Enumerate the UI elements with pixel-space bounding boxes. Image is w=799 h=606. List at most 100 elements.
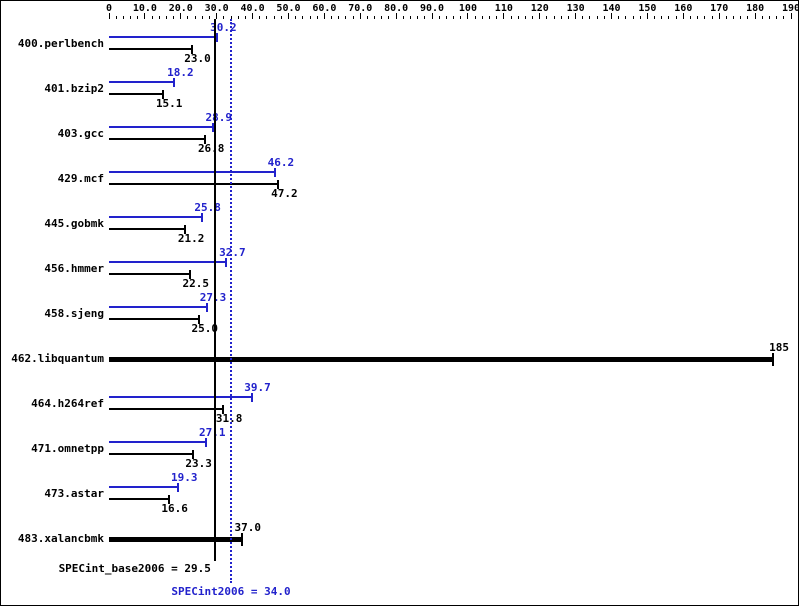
axis-major-tick <box>503 13 505 19</box>
peak-bar <box>109 126 213 128</box>
base-bar <box>109 408 224 410</box>
axis-tick-label: 80.0 <box>384 3 409 14</box>
axis-major-tick <box>252 13 254 19</box>
axis-minor-tick <box>668 16 670 19</box>
base-bar <box>109 48 192 50</box>
axis-major-tick <box>682 13 684 19</box>
axis-minor-tick <box>201 16 203 19</box>
base-value-label: 21.2 <box>177 232 205 245</box>
axis-tick-label: 170 <box>710 3 729 14</box>
axis-minor-tick <box>295 16 297 19</box>
axis-major-tick <box>646 13 648 19</box>
axis-minor-tick <box>560 16 562 19</box>
base-bar <box>109 138 206 140</box>
base-bar-endcap <box>162 89 165 99</box>
axis-tick-label: 10.0 <box>132 3 157 14</box>
axis-minor-tick <box>567 16 569 19</box>
axis-minor-tick <box>194 16 196 19</box>
axis-minor-tick <box>187 16 189 19</box>
axis-minor-tick <box>130 16 132 19</box>
benchmark-label: 473.astar <box>44 487 104 500</box>
peak-bar-endcap <box>216 32 219 42</box>
peak-value-label: 19.3 <box>171 471 198 484</box>
axis-minor-tick <box>603 16 605 19</box>
peak-bar <box>109 486 179 488</box>
base-mean-label: SPECint_base2006 = 29.5 <box>58 562 211 575</box>
axis-minor-tick <box>725 16 727 19</box>
combined-bar-endcap <box>240 533 243 546</box>
peak-value-label: 18.2 <box>167 66 194 79</box>
base-bar-endcap <box>190 44 193 54</box>
axis-minor-tick <box>625 16 627 19</box>
peak-value-label: 32.7 <box>219 246 246 259</box>
axis-minor-tick <box>639 16 641 19</box>
peak-bar <box>109 36 218 38</box>
benchmark-label: 401.bzip2 <box>44 82 104 95</box>
base-bar <box>109 228 186 230</box>
peak-bar <box>109 216 202 218</box>
peak-bar-endcap <box>250 392 253 402</box>
axis-minor-tick <box>316 16 318 19</box>
peak-bar <box>109 396 252 398</box>
peak-bar-endcap <box>177 482 180 492</box>
benchmark-label: 429.mcf <box>57 172 104 185</box>
axis-tick-label: 70.0 <box>348 3 373 14</box>
axis-major-tick <box>108 13 110 19</box>
axis-minor-tick <box>259 16 261 19</box>
axis-tick-label: 0 <box>105 3 113 14</box>
axis-minor-tick <box>776 16 778 19</box>
base-value-label: 47.2 <box>271 187 298 200</box>
base-bar <box>109 498 169 500</box>
axis-minor-tick <box>532 16 534 19</box>
axis-major-tick <box>395 13 397 19</box>
benchmark-label: 456.hmmer <box>44 262 104 275</box>
peak-value-label: 39.7 <box>244 381 271 394</box>
axis-major-tick <box>718 13 720 19</box>
axis-minor-tick <box>309 16 311 19</box>
axis-minor-tick <box>632 16 634 19</box>
axis-minor-tick <box>122 16 124 19</box>
base-bar-endcap <box>191 449 194 459</box>
axis-major-tick <box>216 13 218 19</box>
peak-value-label: 25.8 <box>194 201 221 214</box>
base-value-label: 22.5 <box>182 277 210 290</box>
axis-minor-tick <box>345 16 347 19</box>
axis-minor-tick <box>496 16 498 19</box>
base-bar-endcap <box>277 179 280 189</box>
axis-tick-label: 60.0 <box>312 3 337 14</box>
peak-bar-endcap <box>200 212 203 222</box>
axis-minor-tick <box>675 16 677 19</box>
axis-minor-tick <box>388 16 390 19</box>
peak-bar <box>109 81 175 83</box>
peak-bar-endcap <box>211 122 214 132</box>
benchmark-label: 471.omnetpp <box>31 442 104 455</box>
axis-major-tick <box>539 13 541 19</box>
axis-minor-tick <box>761 16 763 19</box>
axis-tick-label: 120 <box>530 3 549 14</box>
axis-tick-label: 40.0 <box>240 3 265 14</box>
peak-mean-line <box>230 19 233 583</box>
axis-minor-tick <box>453 16 455 19</box>
benchmark-label: 462.libquantum <box>11 352 104 365</box>
axis-minor-tick <box>209 16 210 19</box>
axis-minor-tick <box>783 16 785 19</box>
peak-value-label: 27.3 <box>199 291 227 304</box>
axis-minor-tick <box>338 16 340 19</box>
axis-minor-tick <box>115 16 117 19</box>
axis-minor-tick <box>137 16 139 19</box>
axis-tick-label: 20.0 <box>168 3 193 14</box>
benchmark-label: 464.h264ref <box>31 397 104 410</box>
base-value-label: 26.8 <box>197 142 225 155</box>
base-bar <box>109 183 279 185</box>
benchmark-label: 403.gcc <box>57 127 104 140</box>
base-value-label: 23.0 <box>184 52 211 65</box>
axis-minor-tick <box>244 16 246 19</box>
peak-bar <box>109 261 227 263</box>
peak-bar-endcap <box>205 302 208 312</box>
axis-minor-tick <box>589 16 591 19</box>
base-bar-endcap <box>204 134 207 144</box>
axis-tick-label: 50.0 <box>276 3 301 14</box>
axis-major-tick <box>323 13 325 19</box>
benchmark-label: 445.gobmk <box>44 217 104 230</box>
axis-minor-tick <box>654 16 656 19</box>
